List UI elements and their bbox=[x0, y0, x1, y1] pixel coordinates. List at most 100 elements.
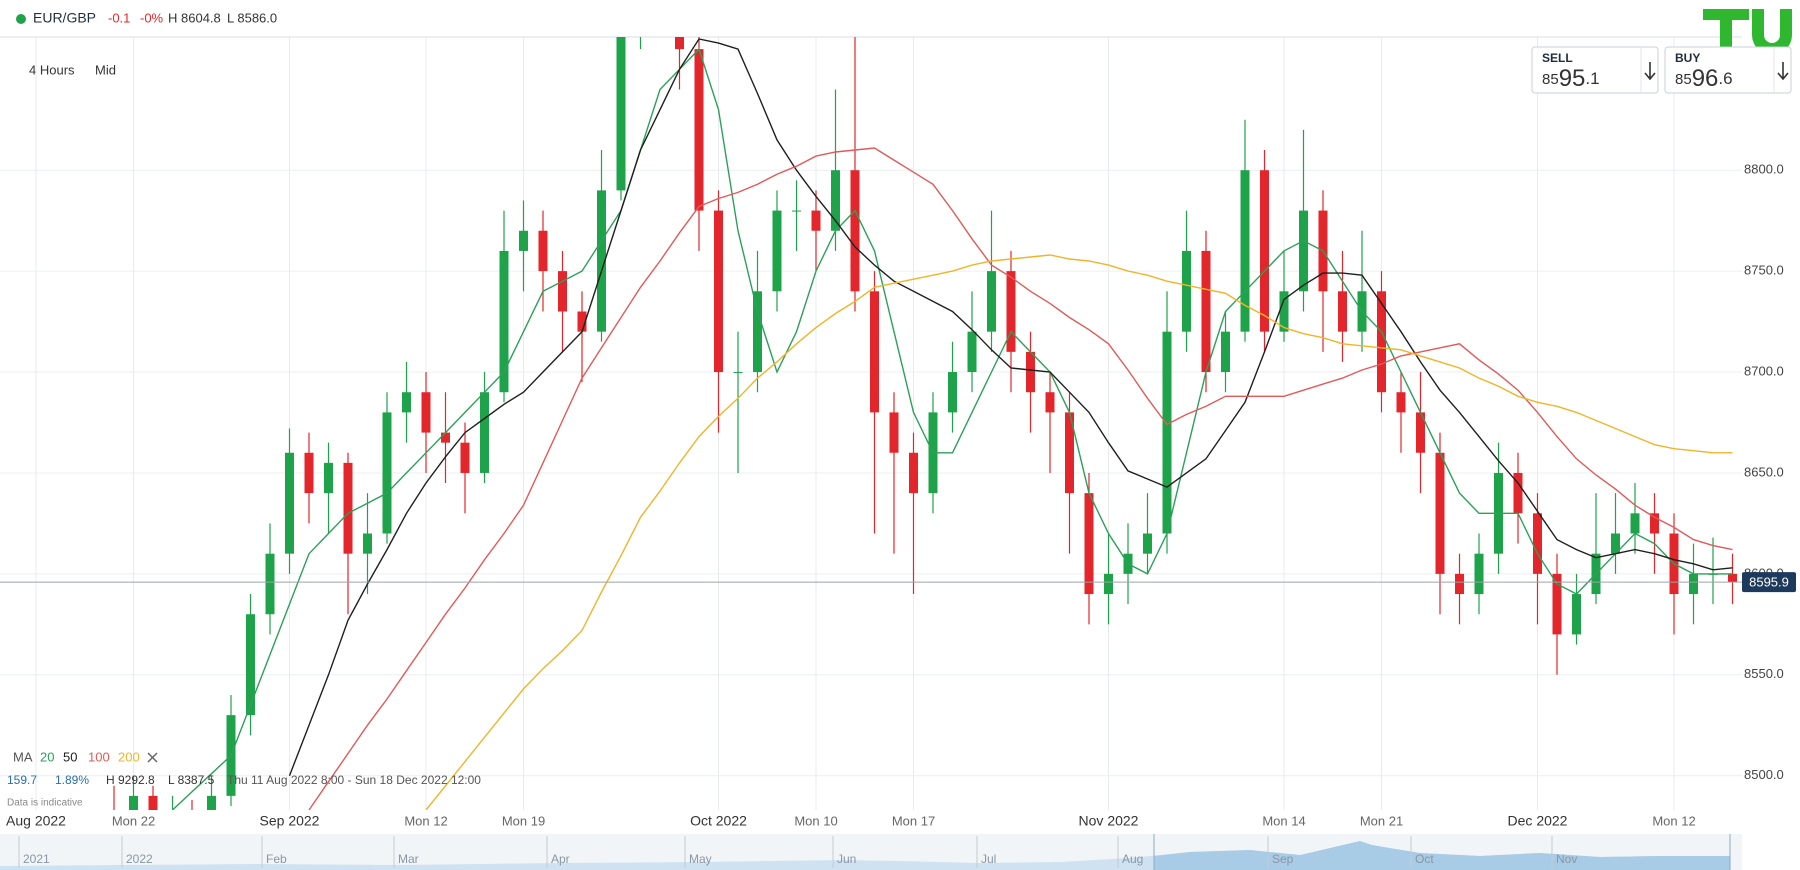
ma-line bbox=[308, 147, 1733, 810]
candle-body bbox=[909, 452, 918, 494]
candle-body bbox=[421, 392, 431, 433]
navigator-label: Feb bbox=[266, 852, 287, 866]
candle-body bbox=[694, 49, 704, 211]
candle-body bbox=[441, 432, 450, 443]
candle-body bbox=[148, 795, 158, 810]
buy-price-prefix: 85 bbox=[1675, 71, 1692, 88]
candle-body bbox=[772, 210, 782, 292]
y-tick-label: 8550.0 bbox=[1744, 666, 1784, 681]
sell-button[interactable]: SELL 8595.1 bbox=[1531, 46, 1659, 94]
candle-body bbox=[1045, 392, 1055, 413]
buy-price-pip: .6 bbox=[1718, 69, 1732, 88]
candle-body bbox=[480, 392, 489, 473]
candle-body bbox=[792, 210, 801, 212]
candle-body bbox=[1689, 573, 1698, 595]
ma-line bbox=[172, 47, 1733, 810]
plot-area bbox=[0, 0, 1742, 810]
candle-body bbox=[382, 412, 392, 534]
candle-body bbox=[1396, 392, 1406, 413]
range-low: L 8387.5 bbox=[168, 773, 215, 787]
logo bbox=[1703, 9, 1792, 55]
navigator-label: 2022 bbox=[126, 852, 153, 866]
legend-entry: 100 bbox=[88, 749, 110, 764]
candle-body bbox=[499, 250, 509, 393]
sell-label: SELL bbox=[1542, 51, 1573, 65]
x-tick-label: Mon 12 bbox=[404, 813, 447, 828]
candle-body bbox=[207, 795, 216, 810]
ma-line bbox=[288, 38, 1733, 776]
remove-indicator[interactable] bbox=[147, 752, 158, 763]
x-tick-label: Oct 2022 bbox=[690, 813, 747, 829]
candle-body bbox=[285, 452, 294, 554]
x-tick-label: Dec 2022 bbox=[1508, 813, 1568, 829]
x-tick-label: Mon 14 bbox=[1262, 813, 1305, 828]
price-type-button[interactable]: Mid bbox=[95, 62, 116, 77]
candle-body bbox=[831, 170, 840, 231]
candle-body bbox=[577, 311, 587, 332]
buy-button[interactable]: BUY 8596.6 bbox=[1664, 46, 1792, 94]
symbol[interactable]: EUR/GBP bbox=[33, 10, 96, 26]
interval-button[interactable]: 4 Hours bbox=[29, 62, 75, 77]
navigator[interactable]: 2021 2022 Feb Mar Apr May Jun Jul Aug Sep Oct Nov bbox=[0, 834, 1742, 870]
candle-body bbox=[1338, 291, 1347, 332]
candle-body bbox=[1377, 291, 1386, 393]
candle-body bbox=[733, 372, 743, 374]
range-change-pct: 1.89% bbox=[55, 773, 89, 787]
indicator-legend: MA 20 50 100 200 bbox=[13, 749, 158, 764]
axes: 8500.08550.08600.08650.08700.08750.08800… bbox=[6, 162, 1796, 829]
buy-label: BUY bbox=[1675, 51, 1700, 65]
x-tick-label: Aug 2022 bbox=[6, 813, 66, 829]
session-high: H 8604.8 bbox=[168, 10, 221, 25]
change-pct: -0% bbox=[140, 10, 164, 25]
candle-body bbox=[714, 210, 723, 373]
x-tick-label: Mon 21 bbox=[1360, 813, 1403, 828]
navigator-label: Apr bbox=[551, 852, 570, 866]
candle-body bbox=[987, 271, 996, 332]
x-tick-label: Mon 12 bbox=[1652, 813, 1695, 828]
candle-body bbox=[1650, 513, 1659, 534]
candle-body bbox=[1728, 573, 1737, 583]
candle-body bbox=[1026, 351, 1035, 393]
candle-body bbox=[850, 170, 860, 292]
candle-body bbox=[558, 271, 567, 312]
navigator-label: Oct bbox=[1415, 852, 1434, 866]
navigator-label: Sep bbox=[1272, 852, 1294, 866]
x-tick-label: Mon 22 bbox=[112, 813, 155, 828]
candle-body bbox=[265, 553, 275, 615]
y-tick-label: 8700.0 bbox=[1744, 363, 1784, 378]
candle-body bbox=[1513, 472, 1523, 514]
x-tick-label: Mon 17 bbox=[892, 813, 935, 828]
y-tick-label: 8500.0 bbox=[1744, 767, 1784, 782]
candle-body bbox=[538, 230, 548, 272]
candle-body bbox=[753, 291, 762, 373]
candle-body bbox=[1201, 250, 1211, 373]
candle-body bbox=[1182, 250, 1191, 332]
candle-body bbox=[1143, 533, 1152, 554]
x-tick-label: Mon 19 bbox=[502, 813, 545, 828]
x-tick-label: Sep 2022 bbox=[260, 813, 320, 829]
candle-body bbox=[1279, 291, 1289, 332]
grid bbox=[0, 37, 1742, 810]
candle-body bbox=[1611, 533, 1620, 554]
candle-body bbox=[1435, 452, 1445, 574]
sell-price-prefix: 85 bbox=[1542, 71, 1559, 88]
change: -0.1 bbox=[108, 10, 130, 25]
navigator-label: Nov bbox=[1556, 852, 1577, 866]
sell-arrow bbox=[1644, 62, 1656, 81]
navigator-label: Jul bbox=[981, 852, 996, 866]
candle-body bbox=[324, 462, 333, 494]
navigator-label: Mar bbox=[398, 852, 419, 866]
navigator-label: 2021 bbox=[23, 852, 50, 866]
x-tick-label: Mon 10 bbox=[794, 813, 837, 828]
candle-body bbox=[1474, 553, 1484, 595]
candle-body bbox=[1455, 573, 1464, 595]
candle-body bbox=[1299, 210, 1308, 292]
candle-body bbox=[675, 37, 684, 50]
candle-body bbox=[304, 452, 314, 494]
candle-body bbox=[1533, 513, 1542, 574]
candle-body bbox=[1572, 594, 1581, 635]
candle-body bbox=[889, 412, 899, 453]
candle-body bbox=[402, 392, 411, 413]
range-dates: Thu 11 Aug 2022 8:00 - Sun 18 Dec 2022 1… bbox=[227, 773, 481, 787]
candle-body bbox=[636, 0, 645, 9]
